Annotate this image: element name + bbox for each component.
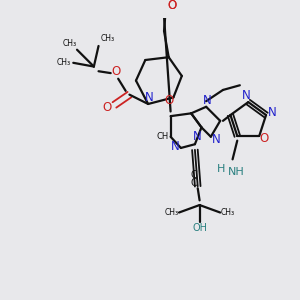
Text: N: N — [145, 91, 153, 104]
Text: O: O — [167, 0, 176, 12]
Text: O: O — [102, 101, 112, 114]
Text: NH: NH — [228, 167, 245, 176]
Text: N: N — [192, 130, 201, 143]
Text: O: O — [112, 65, 121, 78]
Text: OH: OH — [192, 224, 207, 233]
Text: CH₃: CH₃ — [101, 34, 115, 43]
Text: N: N — [268, 106, 277, 119]
Text: O: O — [259, 132, 268, 145]
Text: C: C — [190, 170, 197, 180]
Text: N: N — [171, 140, 180, 153]
Text: CH: CH — [157, 132, 169, 141]
Text: H: H — [217, 164, 226, 174]
Text: N: N — [212, 133, 221, 146]
Text: N: N — [242, 89, 251, 102]
Text: C: C — [190, 178, 197, 188]
Text: O: O — [167, 0, 176, 12]
Text: O: O — [164, 94, 173, 107]
Text: N: N — [203, 94, 212, 107]
Text: CH₃: CH₃ — [164, 208, 178, 217]
Text: CH₃: CH₃ — [57, 58, 71, 67]
Text: CH₃: CH₃ — [220, 208, 235, 217]
Text: CH₃: CH₃ — [62, 39, 76, 48]
